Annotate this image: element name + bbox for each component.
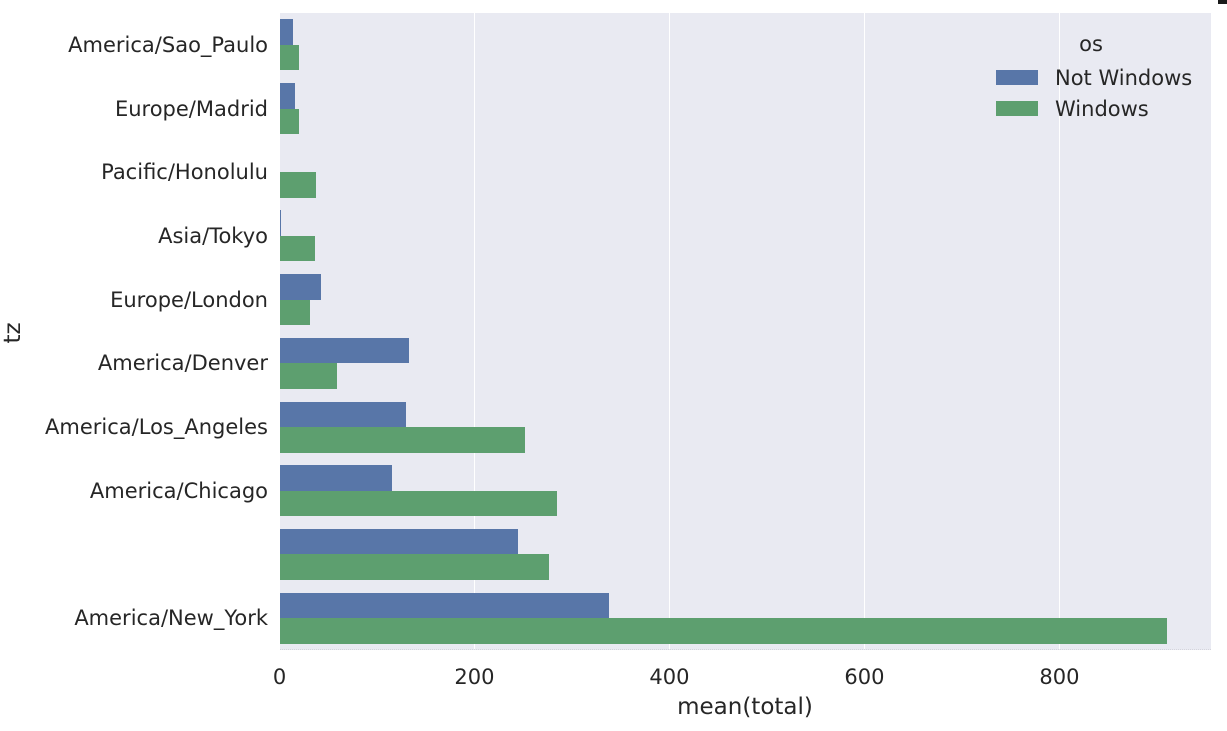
bar-unlabeled-windows: [279, 554, 549, 580]
gridline-400: [668, 13, 671, 649]
bar-unlabeled-not-windows: [279, 528, 519, 555]
y-tick-America/Denver: America/Denver: [97, 351, 268, 376]
corner-artifact: [1218, 0, 1227, 4]
legend-row-windows: Windows: [990, 93, 1192, 124]
plot-area: [278, 13, 1211, 650]
gridline-600: [863, 13, 866, 649]
y-tick-Europe/London: Europe/London: [110, 287, 268, 312]
bar-Asia/Tokyo-windows: [279, 235, 315, 262]
y-tick-America/Chicago: America/Chicago: [89, 478, 268, 503]
bar-Europe/London-windows: [279, 299, 310, 326]
legend: os Not Windows Windows: [990, 30, 1192, 124]
bar-America/Sao_Paulo-windows: [279, 44, 299, 71]
x-tick-800: 800: [1039, 665, 1080, 689]
y-tick-Asia/Tokyo: Asia/Tokyo: [158, 223, 268, 248]
x-tick-600: 600: [844, 665, 885, 689]
y-tick-Europe/Madrid: Europe/Madrid: [114, 96, 268, 121]
y-tick-Pacific/Honolulu: Pacific/Honolulu: [101, 160, 268, 185]
bar-America/New_York-not-windows: [279, 592, 609, 619]
bar-Europe/Madrid-windows: [279, 108, 299, 135]
gridline-0: [278, 13, 281, 649]
legend-swatch-icon: [996, 101, 1038, 116]
legend-entries: Not Windows Windows: [990, 62, 1192, 124]
legend-label: Not Windows: [1055, 65, 1193, 90]
x-axis-label: mean(total): [677, 694, 813, 720]
gridline-200: [473, 13, 476, 649]
bar-Europe/Madrid-not-windows: [279, 83, 296, 109]
legend-title: os: [1079, 32, 1103, 56]
legend-label: Windows: [1055, 96, 1149, 121]
y-axis-label: tz: [0, 322, 26, 344]
x-tick-200: 200: [454, 665, 495, 689]
bar-America/Chicago-windows: [279, 490, 558, 517]
gridline-800: [1058, 13, 1061, 649]
x-tick-400: 400: [649, 665, 690, 689]
y-tick-America/New_York: America/New_York: [74, 606, 268, 631]
bar-America/Denver-not-windows: [279, 337, 410, 364]
bar-America/Los_Angeles-not-windows: [279, 401, 407, 428]
legend-swatch-icon: [996, 70, 1038, 85]
bar-America/Los_Angeles-windows: [279, 427, 526, 453]
y-tick-America/Los_Angeles: America/Los_Angeles: [45, 415, 268, 440]
bar-Europe/London-not-windows: [279, 274, 322, 300]
bar-Asia/Tokyo-not-windows: [279, 210, 282, 236]
bar-Pacific/Honolulu-windows: [279, 172, 316, 198]
bar-America/Sao_Paulo-not-windows: [279, 19, 294, 45]
y-tick-America/Sao_Paulo: America/Sao_Paulo: [68, 32, 268, 57]
legend-row-not-windows: Not Windows: [990, 62, 1192, 93]
bar-America/Chicago-not-windows: [279, 465, 392, 491]
bar-America/Denver-windows: [279, 363, 338, 389]
bar-America/New_York-windows: [279, 618, 1167, 644]
x-tick-0: 0: [272, 665, 287, 689]
